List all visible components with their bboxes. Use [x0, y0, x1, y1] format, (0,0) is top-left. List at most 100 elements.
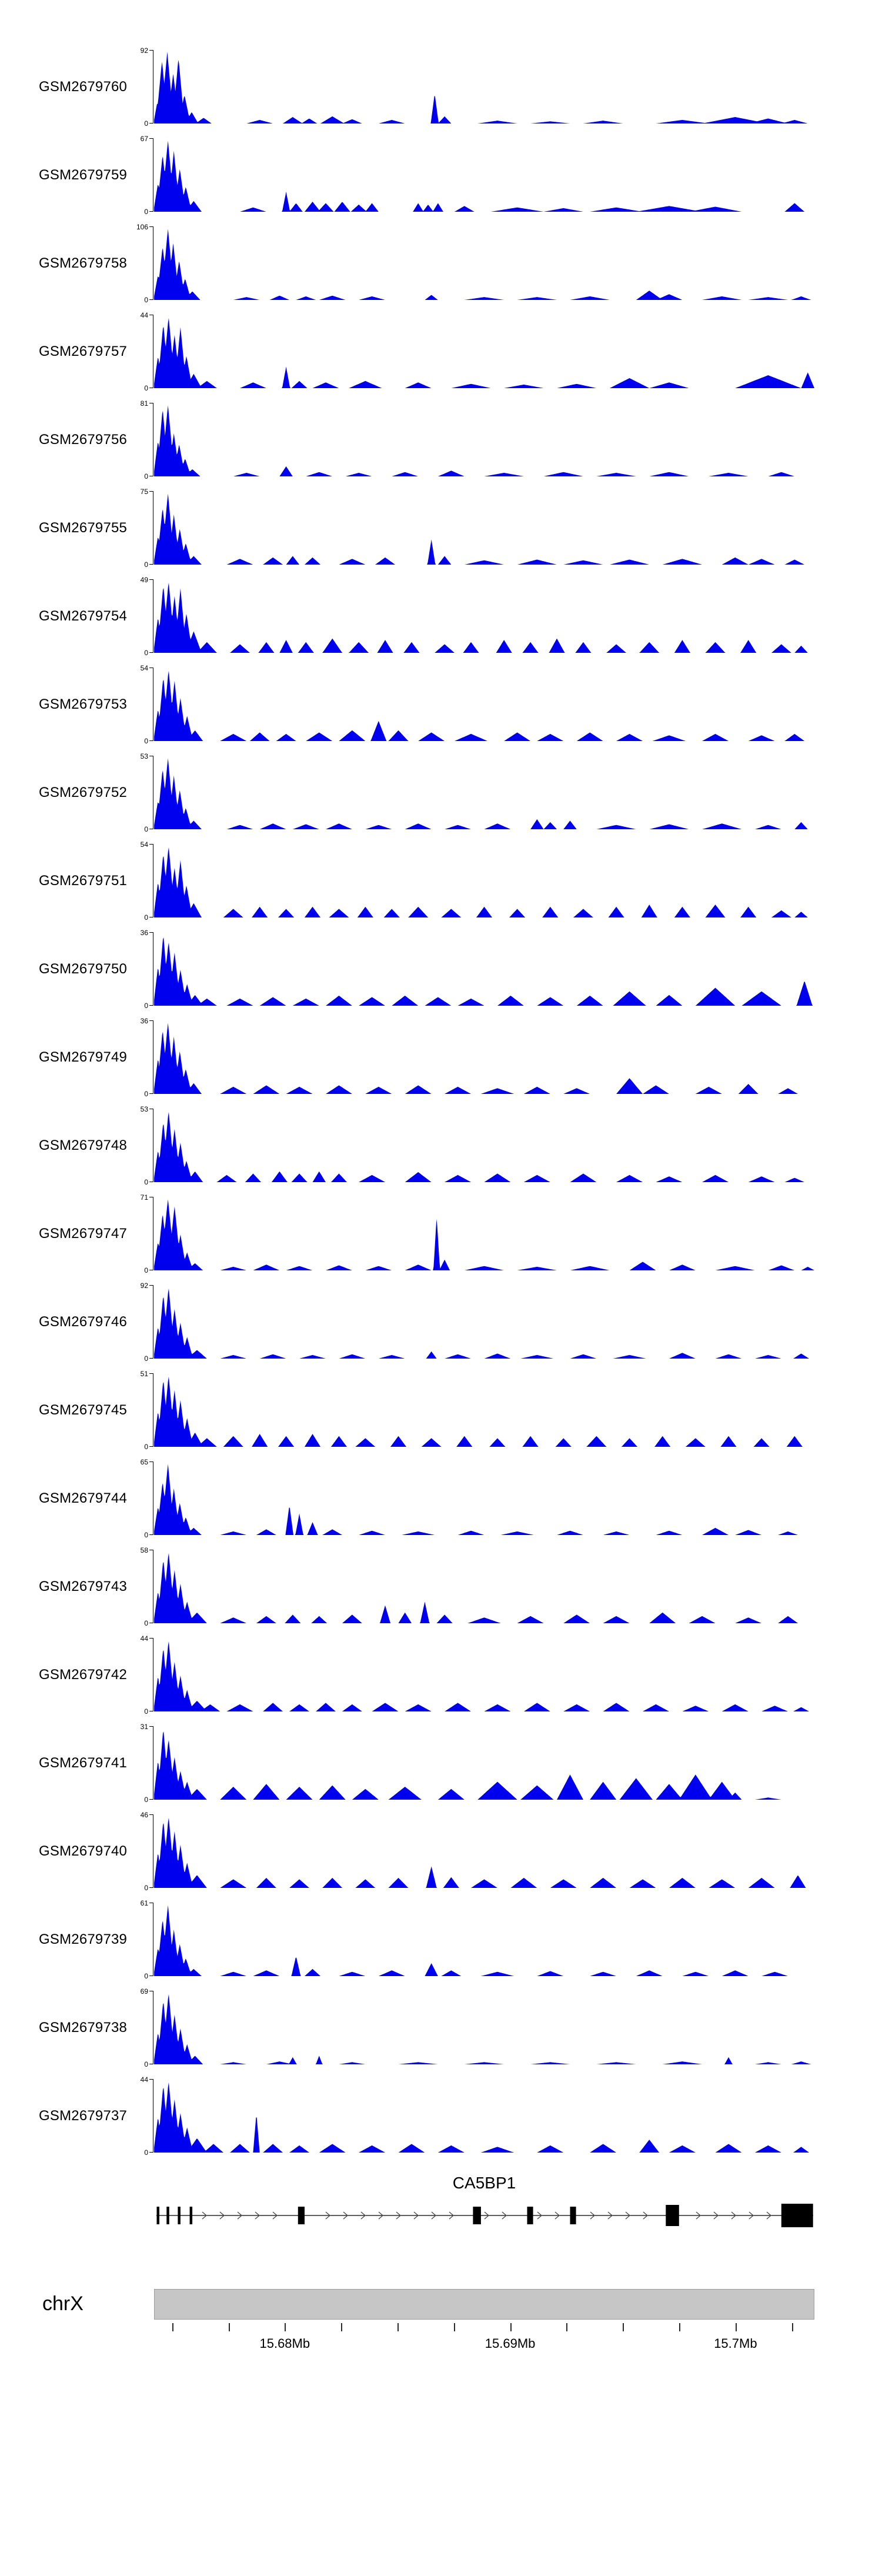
- sample-label: GSM2679754: [39, 608, 128, 624]
- coverage-area: [154, 141, 814, 212]
- y-axis-max-label: 36: [140, 929, 148, 937]
- strand-arrow-icon: [484, 2211, 490, 2220]
- coverage-plot: 67 0: [141, 135, 814, 215]
- coverage-polygon: [154, 670, 814, 741]
- y-axis-top-tick: [149, 844, 153, 845]
- y-axis-max-label: 49: [140, 576, 148, 584]
- sample-label: GSM2679755: [39, 520, 128, 536]
- strand-arrow-icon: [607, 2211, 613, 2220]
- y-axis-bottom-tick: [149, 299, 153, 300]
- y-axis-zero-label: 0: [144, 1354, 148, 1363]
- y-axis-top-tick: [149, 579, 153, 580]
- coverage-area: [154, 1905, 814, 1976]
- coverage-polygon: [154, 1731, 814, 1800]
- y-axis-max-label: 69: [140, 1987, 148, 1996]
- y-axis-bottom-tick: [149, 1005, 153, 1006]
- sample-label: GSM2679747: [39, 1226, 128, 1242]
- y-axis-top-tick: [149, 138, 153, 139]
- coverage-plot: 44 0: [141, 312, 814, 392]
- axis-tick: [679, 2323, 680, 2331]
- strand-arrow-icon: [413, 2211, 419, 2220]
- axis-tick-label: 15.68Mb: [259, 2336, 310, 2351]
- y-axis-max-label: 65: [140, 1458, 148, 1466]
- strand-arrow-icon: [202, 2211, 208, 2220]
- coverage-polygon: [154, 1023, 814, 1094]
- coverage-track: GSM2679747 71 0: [0, 1193, 882, 1281]
- strand-arrow-icon: [219, 2211, 225, 2220]
- coverage-plot: 75 0: [141, 488, 814, 568]
- coverage-area: [154, 1641, 814, 1711]
- y-axis-top-tick: [149, 1726, 153, 1727]
- y-axis-bottom-tick: [149, 564, 153, 565]
- coverage-track: GSM2679751 54 0: [0, 840, 882, 928]
- coverage-track: GSM2679760 92 0: [0, 46, 882, 134]
- coverage-area: [154, 1553, 814, 1623]
- sample-label: GSM2679757: [39, 343, 128, 359]
- y-axis-max-label: 44: [140, 2076, 148, 2084]
- strand-arrow-icon: [325, 2211, 331, 2220]
- coverage-plot: 53 0: [141, 753, 814, 833]
- strand-arrow-icon: [255, 2211, 260, 2220]
- coverage-tracks-panel: GSM2679760 92 0 GSM2679759 67 0 GSM26797…: [0, 46, 882, 2163]
- y-axis-top-tick: [149, 491, 153, 492]
- gene-annotation-panel: CA5BP1: [0, 2174, 882, 2244]
- strand-arrow-icon: [343, 2211, 349, 2220]
- y-axis-zero-label: 0: [144, 1884, 148, 1892]
- y-axis-bottom-tick: [149, 1093, 153, 1094]
- sample-label: GSM2679737: [39, 2108, 128, 2124]
- y-axis-top-tick: [149, 226, 153, 227]
- y-axis-zero-label: 0: [144, 1266, 148, 1274]
- y-axis-max-label: 92: [140, 1282, 148, 1290]
- coverage-area: [154, 937, 814, 1006]
- coverage-plot: 54 0: [141, 665, 814, 745]
- y-axis-top-tick: [149, 1373, 153, 1374]
- coverage-plot: 71 0: [141, 1194, 814, 1274]
- strand-arrow-icon: [272, 2211, 278, 2220]
- coverage-plot: 92 0: [141, 47, 814, 127]
- coverage-plot: 49 0: [141, 576, 814, 656]
- y-axis-max-label: 53: [140, 1105, 148, 1113]
- axis-tick: [228, 2323, 230, 2331]
- coverage-plot: 46 0: [141, 1811, 814, 1891]
- y-axis-bottom-tick: [149, 1887, 153, 1888]
- coverage-plot: 65 0: [141, 1459, 814, 1539]
- coverage-track: GSM2679749 36 0: [0, 1016, 882, 1105]
- axis-tick: [735, 2323, 737, 2331]
- coverage-polygon: [154, 758, 814, 829]
- chromosome-ideogram: [154, 2289, 814, 2320]
- y-axis-zero-label: 0: [144, 737, 148, 745]
- strand-arrow-icon: [554, 2211, 560, 2220]
- exon: [473, 2207, 481, 2224]
- coverage-polygon: [154, 2082, 814, 2153]
- coverage-track: GSM2679750 36 0: [0, 928, 882, 1016]
- strand-arrow-icon: [749, 2211, 754, 2220]
- axis-tick: [397, 2323, 399, 2331]
- coverage-plot: 106 0: [136, 223, 814, 303]
- y-axis-bottom-tick: [149, 211, 153, 212]
- coverage-plot: 31 0: [141, 1723, 814, 1803]
- coverage-track: GSM2679741 31 0: [0, 1722, 882, 1810]
- coverage-polygon: [154, 1288, 814, 1359]
- chromosome-panel: chrX 15.68Mb 15.69Mb 15.7Mb: [0, 2289, 882, 2418]
- coverage-track: GSM2679753 54 0: [0, 663, 882, 752]
- coverage-track: GSM2679759 67 0: [0, 134, 882, 222]
- y-axis-bottom-tick: [149, 1534, 153, 1535]
- coverage-plot: 69 0: [141, 1988, 814, 2068]
- coverage-plot: 36 0: [141, 1017, 814, 1097]
- coverage-track: GSM2679745 51 0: [0, 1369, 882, 1457]
- y-axis-zero-label: 0: [144, 119, 148, 128]
- y-axis-max-label: 81: [140, 399, 148, 408]
- coverage-polygon: [154, 52, 814, 124]
- y-axis-zero-label: 0: [144, 1443, 148, 1451]
- y-axis-zero-label: 0: [144, 649, 148, 657]
- y-axis-bottom-tick: [149, 652, 153, 653]
- y-axis-bottom-tick: [149, 740, 153, 741]
- sample-label: GSM2679749: [39, 1049, 128, 1065]
- exon: [178, 2207, 181, 2224]
- sample-label: GSM2679743: [39, 1579, 128, 1594]
- coverage-track: GSM2679743 58 0: [0, 1546, 882, 1634]
- sample-label: GSM2679742: [39, 1667, 128, 1683]
- sample-label: GSM2679746: [39, 1314, 128, 1330]
- coverage-area: [154, 582, 814, 653]
- coverage-area: [154, 1731, 814, 1800]
